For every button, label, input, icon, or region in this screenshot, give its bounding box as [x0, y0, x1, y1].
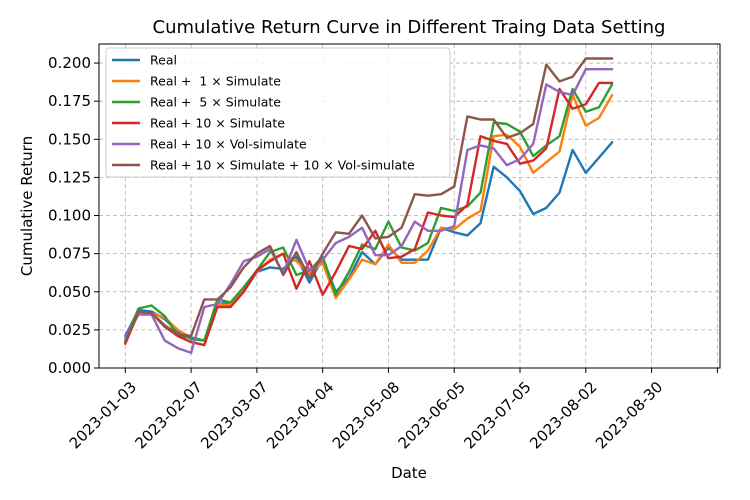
series-lines	[124, 57, 614, 354]
y-tick-label: 0.200	[48, 54, 91, 72]
y-tick-label: 0.175	[48, 92, 91, 110]
y-tick-label: 0.150	[48, 130, 91, 148]
x-axis-label: Date	[391, 464, 427, 482]
y-axis-label: Cumulative Return	[18, 136, 36, 276]
series-line-4	[124, 67, 614, 354]
series-line-5	[124, 57, 614, 344]
y-tick-label: 0.100	[48, 207, 91, 225]
legend-box	[105, 47, 451, 178]
y-tick-label: 0.075	[48, 245, 91, 263]
legend-label: Real + 5 × Simulate	[150, 95, 281, 110]
legend: Real Real + 1 × Simulate Real + 5 × Simula…	[105, 47, 451, 178]
chart-title: Cumulative Return Curve in Different Tra…	[153, 17, 666, 38]
legend-label: Real + 10 × Simulate + 10 × Vol-simulate	[150, 158, 415, 173]
y-tick-label: 0.000	[48, 359, 91, 377]
series-line-2	[124, 83, 614, 342]
legend-label: Real	[150, 53, 177, 68]
plot-frame	[98, 43, 721, 369]
y-tick-label: 0.050	[48, 283, 91, 301]
legend-label: Real + 1 × Simulate	[150, 74, 281, 89]
legend-label: Real + 10 × Simulate	[150, 116, 285, 131]
y-tick-label: 0.125	[48, 168, 91, 186]
legend-label: Real + 10 × Vol-simulate	[150, 137, 307, 152]
y-tick-label: 0.025	[48, 321, 91, 339]
